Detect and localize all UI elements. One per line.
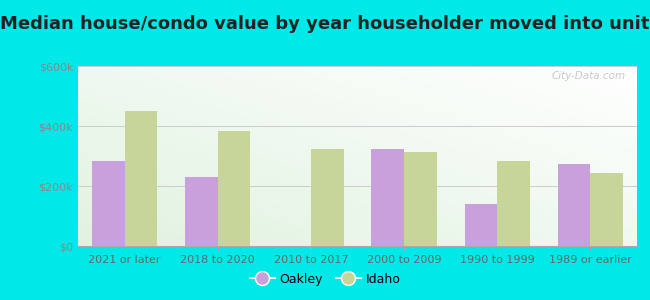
Bar [590, 172, 623, 246]
Bar [218, 130, 250, 246]
Bar [92, 160, 125, 246]
Text: Median house/condo value by year householder moved into unit: Median house/condo value by year househo… [0, 15, 650, 33]
Text: City-Data.com: City-Data.com [552, 71, 626, 81]
Bar [465, 204, 497, 246]
Bar [185, 177, 218, 246]
Bar [404, 152, 437, 246]
Bar [497, 160, 530, 246]
Bar [372, 148, 404, 246]
Legend: Oakley, Idaho: Oakley, Idaho [244, 268, 406, 291]
Bar [311, 148, 343, 246]
Bar [125, 111, 157, 246]
Bar [558, 164, 590, 246]
